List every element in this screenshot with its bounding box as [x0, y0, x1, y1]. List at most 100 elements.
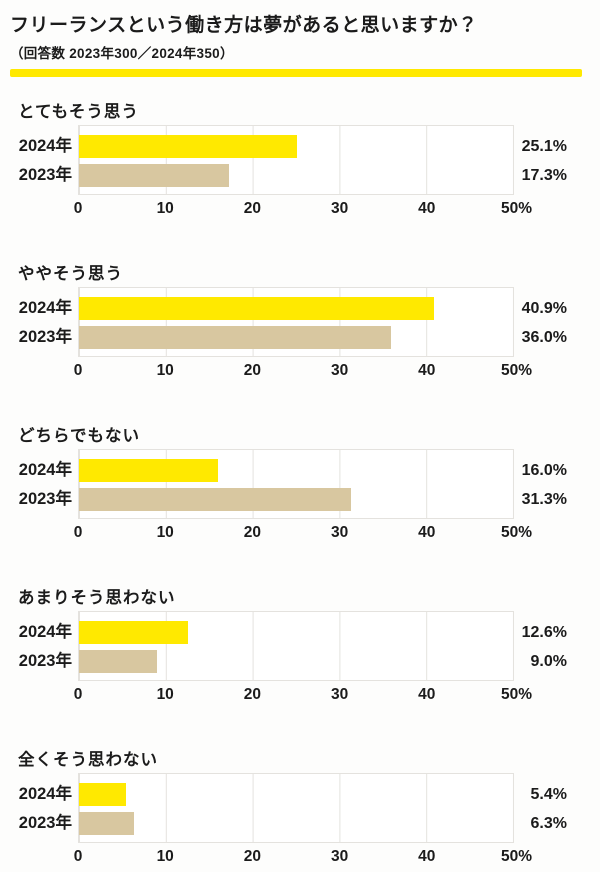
- axis-tick: 20: [243, 361, 262, 379]
- bar-2023: [79, 325, 392, 349]
- year-label-2023: 2023年: [18, 813, 72, 832]
- x-axis: 0 10 20 30 40 50%: [74, 522, 532, 548]
- x-axis: 0 10 20 30 40 50%: [74, 360, 532, 386]
- axis-tick: 50%: [500, 199, 532, 217]
- axis-tick: 30: [330, 685, 349, 703]
- value-label-2023: 31.3%: [521, 490, 567, 508]
- plot-area: [78, 448, 514, 519]
- year-label-2024: 2024年: [18, 460, 72, 479]
- year-label-2023: 2023年: [18, 651, 72, 670]
- plot-area: [78, 124, 514, 195]
- chart: 2024年 2023年 0 10 20 30 40 50% 5.4%: [10, 772, 590, 872]
- axis-tick: 20: [243, 685, 262, 703]
- group-title: とてもそう思う: [18, 102, 139, 121]
- chart: 2024年 2023年 0 10 20 30 40 50% 12.6%: [10, 610, 590, 710]
- group-title: ややそう思う: [18, 264, 123, 283]
- chart-group-amari: あまりそう思わない 2024年 2023年 0 10 20 30 40 50%: [10, 584, 590, 710]
- group-title: 全くそう思わない: [18, 750, 158, 769]
- value-labels: 25.1% 17.3%: [514, 125, 590, 187]
- axis-tick: 20: [243, 847, 262, 865]
- respondent-count: （回答数 2023年300／2024年350）: [10, 45, 234, 61]
- bar-2024: [79, 782, 126, 806]
- yellow-divider: [10, 68, 582, 77]
- axis-tick: 40: [418, 199, 436, 217]
- year-label-2024: 2024年: [18, 784, 72, 803]
- plot-area: [78, 610, 514, 681]
- value-labels: 16.0% 31.3%: [514, 449, 590, 511]
- year-label-2023: 2023年: [18, 327, 72, 346]
- axis-tick: 20: [243, 523, 262, 541]
- plot-area: [78, 772, 514, 843]
- year-label-2024: 2024年: [18, 298, 72, 317]
- plot-column: 0 10 20 30 40 50%: [74, 772, 532, 872]
- axis-tick: 50%: [500, 523, 532, 541]
- axis-tick: 0: [73, 847, 83, 865]
- axis-tick: 40: [418, 847, 436, 865]
- chart-group-yaya: ややそう思う 2024年 2023年 0 10 20 30 40 50%: [10, 260, 590, 386]
- axis-tick: 10: [156, 685, 174, 703]
- axis-tick: 50%: [500, 361, 532, 379]
- x-axis: 0 10 20 30 40 50%: [74, 846, 532, 872]
- value-label-2024: 40.9%: [521, 299, 567, 317]
- axis-tick: 10: [156, 523, 174, 541]
- group-title: あまりそう思わない: [18, 588, 176, 607]
- plot-column: 0 10 20 30 40 50%: [74, 124, 532, 224]
- axis-tick: 10: [156, 199, 174, 217]
- bar-2023: [79, 649, 158, 673]
- header: フリーランスという働き方は夢があると思いますか？ （回答数 2023年300／2…: [10, 14, 590, 77]
- axis-tick: 50%: [500, 847, 532, 865]
- bar-2024: [79, 620, 189, 644]
- group-title: どちらでもない: [18, 426, 141, 445]
- axis-tick: 0: [73, 523, 83, 541]
- plot-column: 0 10 20 30 40 50%: [74, 448, 532, 548]
- axis-tick: 20: [243, 199, 262, 217]
- axis-tick: 10: [156, 361, 174, 379]
- chart-group-mattaku: 全くそう思わない 2024年 2023年 0 10 20 30 40 50%: [10, 746, 590, 872]
- chart: 2024年 2023年 0 10 20 30 40 50% 16.0%: [10, 448, 590, 548]
- value-labels: 40.9% 36.0%: [514, 287, 590, 349]
- axis-tick: 30: [330, 847, 349, 865]
- axis-tick: 30: [330, 523, 349, 541]
- value-label-2024: 12.6%: [521, 623, 567, 641]
- year-labels: 2024年 2023年: [10, 287, 78, 349]
- bar-2023: [79, 811, 134, 835]
- axis-tick: 50%: [500, 685, 532, 703]
- year-labels: 2024年 2023年: [10, 125, 78, 187]
- year-labels: 2024年 2023年: [10, 449, 78, 511]
- value-label-2024: 5.4%: [530, 785, 567, 803]
- axis-tick: 40: [418, 685, 436, 703]
- plot-area: [78, 286, 514, 357]
- axis-tick: 40: [418, 523, 436, 541]
- year-label-2024: 2024年: [18, 136, 72, 155]
- page-title: フリーランスという働き方は夢があると思いますか？: [10, 15, 478, 36]
- chart: 2024年 2023年 0 10 20 30 40 50% 25.1%: [10, 124, 590, 224]
- x-axis: 0 10 20 30 40 50%: [74, 684, 532, 710]
- value-labels: 5.4% 6.3%: [514, 773, 590, 835]
- axis-tick: 30: [330, 199, 349, 217]
- value-label-2023: 9.0%: [530, 652, 567, 670]
- year-label-2023: 2023年: [18, 489, 72, 508]
- year-label-2024: 2024年: [18, 622, 72, 641]
- chart-group-totemo: とてもそう思う 2024年 2023年 0 10 20 30 40 50%: [10, 98, 590, 224]
- year-labels: 2024年 2023年: [10, 773, 78, 835]
- value-label-2023: 36.0%: [521, 328, 567, 346]
- bar-2024: [79, 134, 297, 158]
- year-label-2023: 2023年: [18, 165, 72, 184]
- bar-2023: [79, 163, 230, 187]
- axis-tick: 40: [418, 361, 436, 379]
- value-labels: 12.6% 9.0%: [514, 611, 590, 673]
- axis-tick: 0: [73, 199, 83, 217]
- bar-2023: [79, 487, 351, 511]
- x-axis: 0 10 20 30 40 50%: [74, 198, 532, 224]
- value-label-2023: 17.3%: [521, 166, 567, 184]
- plot-column: 0 10 20 30 40 50%: [74, 286, 532, 386]
- axis-tick: 0: [73, 685, 83, 703]
- bar-2024: [79, 458, 218, 482]
- axis-tick: 30: [330, 361, 349, 379]
- axis-tick: 0: [73, 361, 83, 379]
- value-label-2024: 25.1%: [521, 137, 567, 155]
- value-label-2023: 6.3%: [530, 814, 567, 832]
- chart-group-dochira: どちらでもない 2024年 2023年 0 10 20 30 40 50%: [10, 422, 590, 548]
- year-labels: 2024年 2023年: [10, 611, 78, 673]
